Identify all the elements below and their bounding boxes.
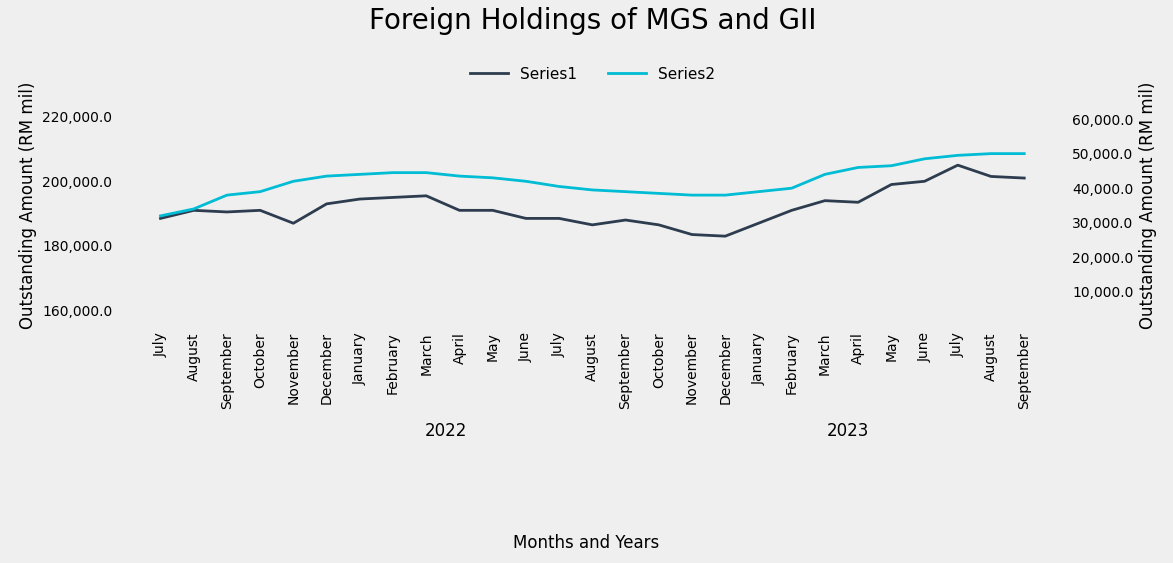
Series2 bbox=[286, 178, 300, 185]
Series1 bbox=[353, 196, 367, 203]
Series2 bbox=[319, 173, 333, 180]
Series2 bbox=[917, 155, 931, 162]
Series2 bbox=[652, 190, 666, 196]
Series2 bbox=[951, 152, 965, 159]
Series1 bbox=[818, 197, 832, 204]
Line: Series2: Series2 bbox=[161, 154, 1024, 216]
Series1 bbox=[785, 207, 799, 214]
Text: 2022: 2022 bbox=[425, 422, 467, 440]
Series1 bbox=[652, 221, 666, 228]
Series1 bbox=[752, 220, 766, 227]
Series2 bbox=[219, 192, 233, 199]
Series2 bbox=[718, 192, 732, 199]
Series1 bbox=[984, 173, 998, 180]
Series2 bbox=[1017, 150, 1031, 157]
Series2 bbox=[685, 192, 699, 199]
Series1 bbox=[386, 194, 400, 201]
Series2 bbox=[852, 164, 866, 171]
Series2 bbox=[353, 171, 367, 178]
Series2 bbox=[386, 169, 400, 176]
Series1 bbox=[518, 215, 533, 222]
Series2 bbox=[585, 186, 599, 193]
Series2 bbox=[154, 212, 168, 219]
Series1 bbox=[154, 215, 168, 222]
Legend: Series1, Series2: Series1, Series2 bbox=[463, 61, 721, 88]
Series1 bbox=[552, 215, 567, 222]
Series1 bbox=[917, 178, 931, 185]
Line: Series1: Series1 bbox=[161, 165, 1024, 236]
Series1 bbox=[319, 200, 333, 207]
Series1 bbox=[585, 221, 599, 228]
Series1 bbox=[253, 207, 267, 214]
Series1 bbox=[453, 207, 467, 214]
Series2 bbox=[984, 150, 998, 157]
Series2 bbox=[419, 169, 433, 176]
Series2 bbox=[618, 188, 632, 195]
Series1 bbox=[187, 207, 201, 214]
Title: Foreign Holdings of MGS and GII: Foreign Holdings of MGS and GII bbox=[368, 7, 816, 35]
Series2 bbox=[518, 178, 533, 185]
Series1 bbox=[1017, 175, 1031, 181]
Series2 bbox=[253, 188, 267, 195]
Series1 bbox=[486, 207, 500, 214]
Series1 bbox=[718, 233, 732, 239]
Text: 2023: 2023 bbox=[827, 422, 869, 440]
Text: Months and Years: Months and Years bbox=[514, 534, 659, 552]
Series1 bbox=[419, 193, 433, 199]
Series2 bbox=[884, 162, 899, 169]
Series1 bbox=[951, 162, 965, 168]
Series2 bbox=[752, 188, 766, 195]
Series1 bbox=[286, 220, 300, 227]
Y-axis label: Outstanding Amount (RM mil): Outstanding Amount (RM mil) bbox=[19, 82, 36, 329]
Series1 bbox=[884, 181, 899, 188]
Series2 bbox=[486, 175, 500, 181]
Series1 bbox=[852, 199, 866, 205]
Series2 bbox=[818, 171, 832, 178]
Y-axis label: Outstanding Amount (RM mil): Outstanding Amount (RM mil) bbox=[1139, 82, 1158, 329]
Series1 bbox=[618, 217, 632, 224]
Series2 bbox=[453, 173, 467, 180]
Series2 bbox=[785, 185, 799, 191]
Series1 bbox=[219, 208, 233, 215]
Series2 bbox=[187, 205, 201, 212]
Series2 bbox=[552, 183, 567, 190]
Series1 bbox=[685, 231, 699, 238]
